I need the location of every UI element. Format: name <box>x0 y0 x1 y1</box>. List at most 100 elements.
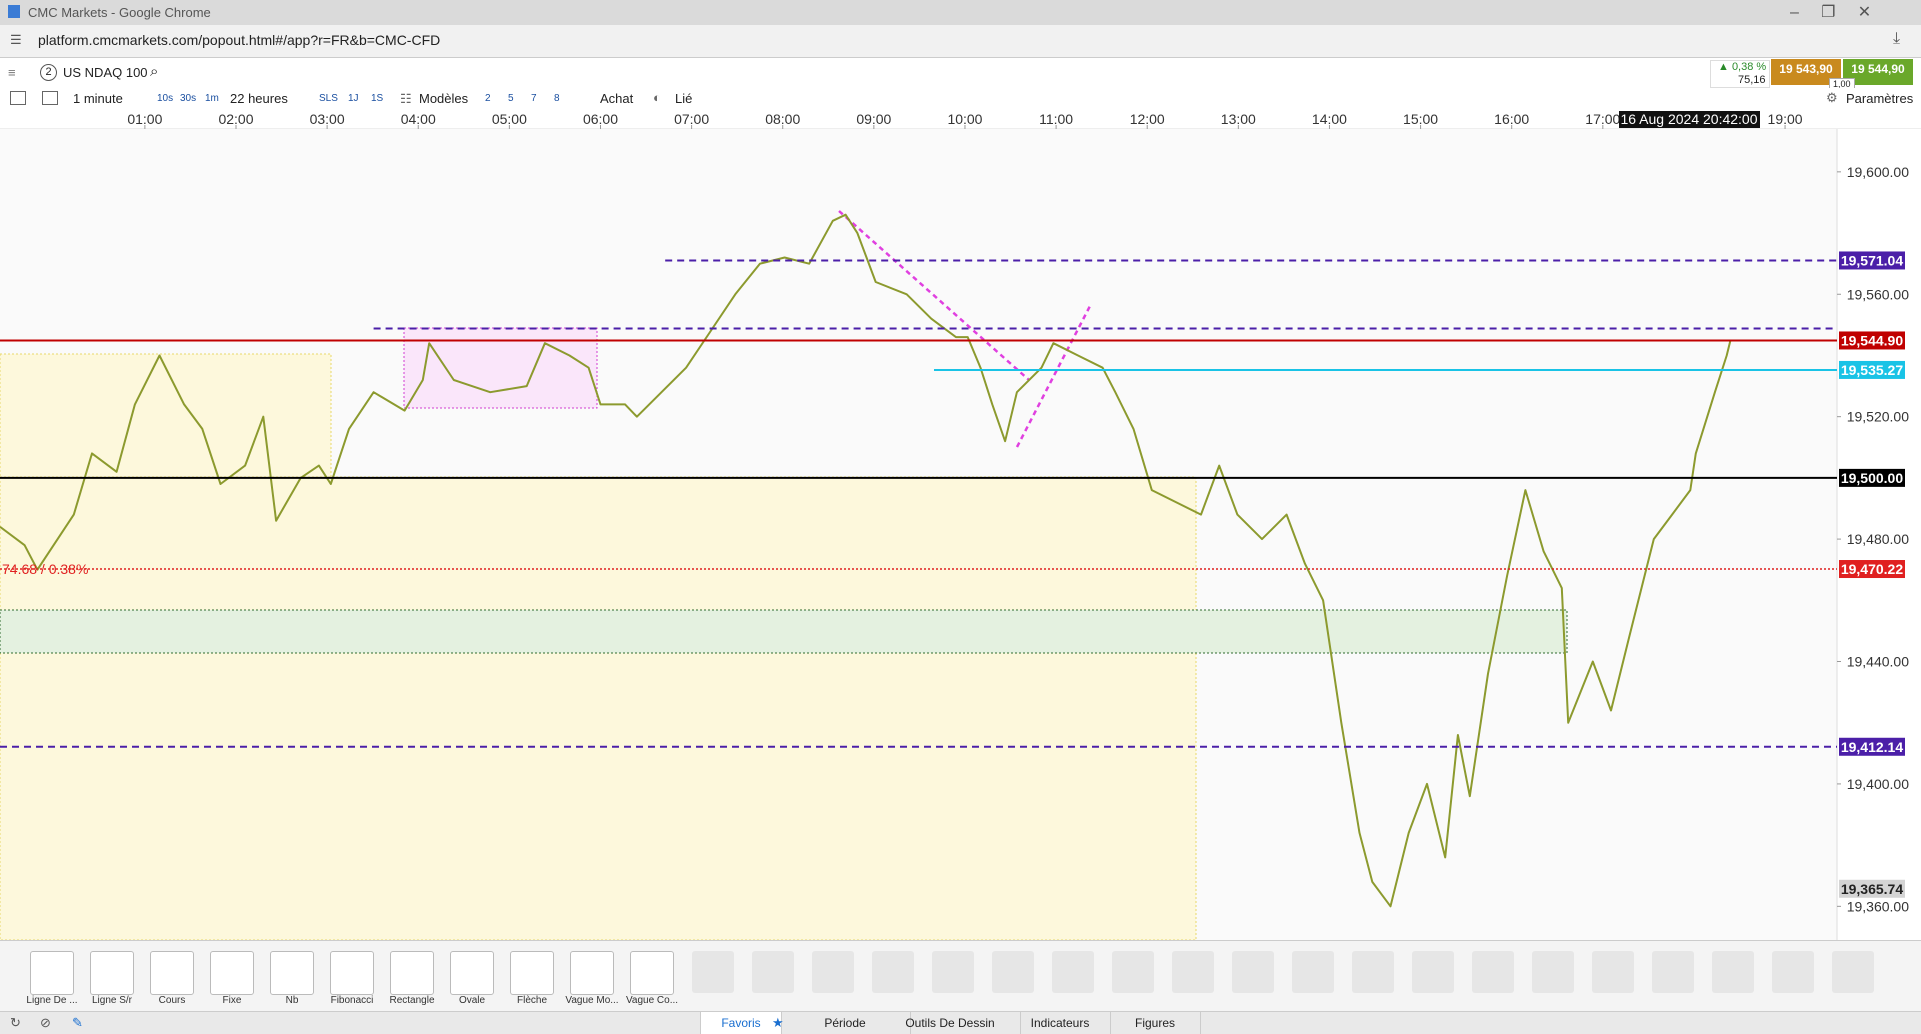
tool-button[interactable] <box>570 951 614 995</box>
tool-button[interactable] <box>150 951 194 995</box>
window-controls[interactable]: – ❐ ✕ <box>1790 4 1872 21</box>
change-pts: 75,16 <box>1738 74 1766 86</box>
list-icon[interactable] <box>10 91 26 105</box>
empty-slot[interactable] <box>1532 951 1574 993</box>
time-axis <box>0 110 1921 129</box>
tool-label: Nb <box>285 995 299 1006</box>
tool-button[interactable] <box>30 951 74 995</box>
level-badge <box>1839 737 1905 756</box>
tab[interactable]: Favoris <box>700 1012 782 1034</box>
preset[interactable]: 10s <box>157 93 174 104</box>
x-tick-label: 19:00 <box>1768 111 1803 127</box>
level-badge <box>1839 251 1905 270</box>
tool-label: Ligne S/r <box>91 995 133 1006</box>
empty-slot[interactable] <box>1412 951 1454 993</box>
empty-slot[interactable] <box>1772 951 1814 993</box>
change-pct: ▲ 0,38 % <box>1718 61 1767 73</box>
tab[interactable]: Indicateurs <box>1010 1012 1111 1034</box>
empty-slot[interactable] <box>1832 951 1874 993</box>
tool-button[interactable] <box>330 951 374 995</box>
app-icon <box>8 5 20 18</box>
empty-slot[interactable] <box>1352 951 1394 993</box>
count[interactable]: 2 <box>485 93 491 104</box>
empty-slot[interactable] <box>1472 951 1514 993</box>
menu[interactable]: ≡ <box>8 65 16 80</box>
url[interactable]: platform.cmcmarkets.com/popout.html#/app… <box>38 32 441 48</box>
count[interactable]: 7 <box>531 93 537 104</box>
interval[interactable]: 1 minute <box>73 91 123 106</box>
x-tick-label: 05:00 <box>492 111 527 127</box>
tab[interactable]: Période <box>780 1012 911 1034</box>
cursor-badge <box>1619 111 1760 128</box>
pencil[interactable]: ✎ <box>72 1015 83 1030</box>
buy-button[interactable]: 19 544,90 <box>1843 59 1913 85</box>
period[interactable]: SLS <box>319 93 338 104</box>
tab[interactable]: Outils De Dessin <box>880 1012 1021 1034</box>
refresh[interactable]: ↻ <box>10 1015 21 1030</box>
tool-button[interactable] <box>270 951 314 995</box>
tool-label: Fibonacci <box>330 995 374 1006</box>
y-tick-label: 19,480.00 <box>1847 531 1909 547</box>
empty-slot[interactable] <box>1232 951 1274 993</box>
empty-slot[interactable] <box>872 951 914 993</box>
order[interactable]: Achat <box>600 91 634 106</box>
period[interactable]: 1J <box>348 93 359 104</box>
tool-label: Cours <box>158 995 186 1006</box>
download[interactable]: ⤓ <box>1893 30 1901 47</box>
range[interactable]: 22 heures <box>230 91 288 106</box>
empty-slot[interactable] <box>1172 951 1214 993</box>
link[interactable]: Lié <box>675 91 693 106</box>
layout-icon[interactable] <box>42 91 58 105</box>
models[interactable]: Modèles <box>419 91 469 106</box>
empty-slot[interactable] <box>1292 951 1334 993</box>
x-tick-label: 02:00 <box>218 111 253 127</box>
tool-label: Rectangle <box>389 995 435 1006</box>
level-label: 19,470.22 <box>1841 561 1903 577</box>
y-tick-label: 19,600.00 <box>1847 164 1909 180</box>
tab[interactable]: Figures <box>1110 1012 1201 1034</box>
count[interactable]: 8 <box>554 93 560 104</box>
site-info[interactable]: ☰ <box>10 32 22 47</box>
level-label: 19,412.14 <box>1841 739 1903 755</box>
period[interactable]: 1S <box>371 93 384 104</box>
tool-button[interactable] <box>390 951 434 995</box>
level-badge <box>1839 468 1905 487</box>
empty-slot[interactable] <box>692 951 734 993</box>
settings[interactable]: Paramètres <box>1846 91 1914 106</box>
empty-slot[interactable] <box>812 951 854 993</box>
zone <box>0 476 1197 940</box>
tool-button[interactable] <box>630 951 674 995</box>
tool-button[interactable] <box>510 951 554 995</box>
tool-label: Vague Mo... <box>565 995 619 1006</box>
tool-label: Fixe <box>222 995 242 1006</box>
x-tick-label: 14:00 <box>1312 111 1347 127</box>
x-tick-label: 07:00 <box>674 111 709 127</box>
instrument-name[interactable]: US NDAQ 100 <box>63 65 148 80</box>
cancel[interactable]: ⊘ <box>40 1015 51 1030</box>
y-tick-label: 19,360.00 <box>1847 898 1909 914</box>
level-label: 19,544.90 <box>1841 332 1903 348</box>
empty-slot[interactable] <box>752 951 794 993</box>
favorite-star[interactable]: ★ <box>772 1015 784 1030</box>
tool-button[interactable] <box>450 951 494 995</box>
empty-slot[interactable] <box>1592 951 1634 993</box>
preset[interactable]: 30s <box>180 93 197 104</box>
x-tick-label: 11:00 <box>1039 111 1073 127</box>
empty-slot[interactable] <box>992 951 1034 993</box>
search[interactable]: ⌕ <box>150 63 159 80</box>
bottom-tabs: ↻ ⊘ ✎ Favoris Période Outils De Dessin Indi… <box>0 1011 1921 1034</box>
models-icon: ☷ <box>400 91 412 106</box>
level-badge <box>1839 331 1905 350</box>
empty-slot[interactable] <box>932 951 974 993</box>
empty-slot[interactable] <box>1112 951 1154 993</box>
count[interactable]: 5 <box>508 93 514 104</box>
empty-slot[interactable] <box>1652 951 1694 993</box>
empty-slot[interactable] <box>1052 951 1094 993</box>
tool-button[interactable] <box>90 951 134 995</box>
empty-slot[interactable] <box>1712 951 1754 993</box>
preset[interactable]: 1m <box>205 93 219 104</box>
y-tick-label: 19,520.00 <box>1847 409 1909 425</box>
chart: 19,600.00 19,560.00 19,520.00 19,480.00 19,4… <box>0 110 1921 940</box>
tool-button[interactable] <box>210 951 254 995</box>
